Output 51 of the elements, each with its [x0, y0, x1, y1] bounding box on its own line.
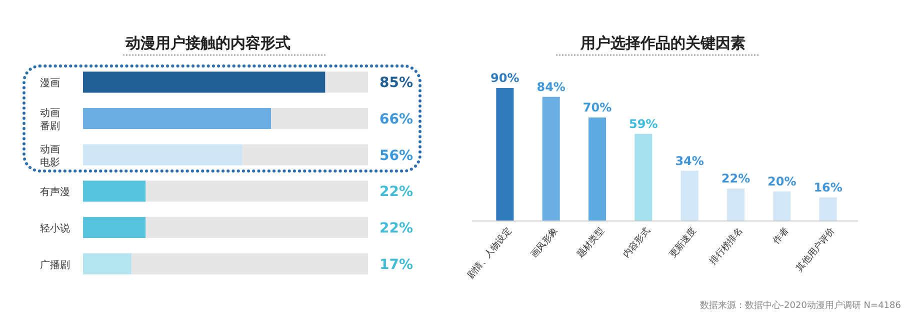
bar — [271, 108, 368, 130]
bar — [242, 144, 368, 166]
chart-title: 动漫用户接触的内容形式 — [124, 34, 290, 52]
x-tick-label: 更新速度 — [667, 225, 699, 260]
bar — [83, 216, 146, 238]
x-tick-label: 排行榜排名 — [708, 225, 745, 267]
bar — [83, 180, 146, 202]
bar — [496, 88, 514, 221]
bar — [726, 188, 745, 221]
bar — [83, 253, 132, 274]
bar — [819, 197, 837, 221]
data-label: 16% — [814, 180, 842, 194]
y-tick-label: 轻小说 — [40, 222, 70, 234]
data-label: 66% — [379, 112, 413, 128]
data-label: 84% — [536, 80, 566, 94]
x-tick-label: 剧情、人物设定 — [465, 225, 514, 281]
data-label: 22% — [379, 184, 413, 200]
bar — [83, 72, 326, 93]
data-label: 34% — [675, 154, 704, 168]
data-label: 17% — [379, 256, 413, 273]
chart-title: 用户选择作品的关键因素 — [580, 34, 746, 52]
data-label: 70% — [582, 100, 612, 115]
data-label: 22% — [721, 171, 750, 186]
bar — [83, 144, 243, 166]
data-label: 22% — [379, 220, 413, 236]
x-tick-label: 作者 — [770, 225, 792, 248]
bar — [542, 96, 560, 221]
x-tick-label: 内容形式 — [621, 225, 653, 260]
bar — [680, 170, 698, 221]
bar — [773, 191, 791, 221]
x-tick-label: 题材类型 — [574, 225, 606, 260]
x-tick-label: 其他用户评价 — [794, 225, 838, 274]
data-label: 59% — [629, 116, 658, 131]
y-tick-label: 动画电影 — [40, 144, 60, 168]
bar — [634, 134, 652, 221]
data-label: 85% — [379, 75, 413, 92]
bar — [588, 118, 606, 221]
bar — [325, 72, 368, 93]
data-label: 20% — [768, 174, 796, 188]
bar — [83, 108, 272, 130]
bar — [146, 216, 368, 238]
data-label: 56% — [379, 148, 413, 164]
data-label: 90% — [490, 71, 520, 85]
x-tick-label: 画风形象 — [528, 225, 560, 260]
y-tick-label: 广播剧 — [40, 258, 70, 271]
source-note: 数据来源：数据中心-2020动漫用户调研 N=4186 — [700, 300, 902, 311]
y-tick-label: 有声漫 — [40, 186, 70, 198]
y-tick-label: 漫画 — [40, 77, 60, 90]
bar — [131, 253, 368, 274]
bar — [146, 180, 368, 202]
y-tick-label: 动画番剧 — [40, 108, 60, 132]
